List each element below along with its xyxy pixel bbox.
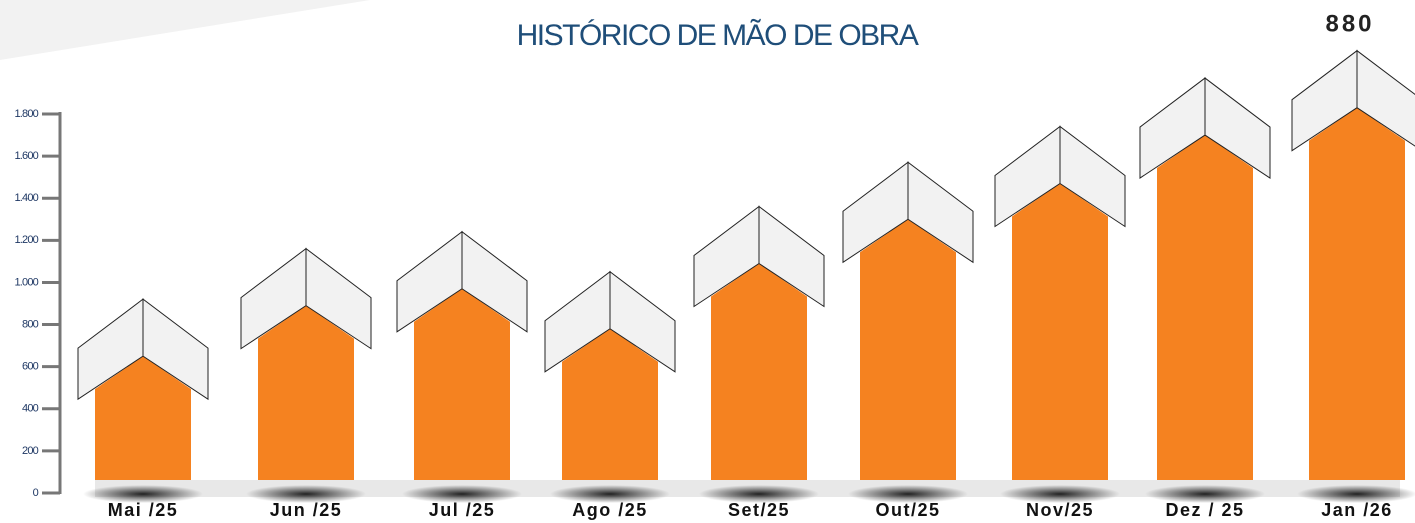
y-tick-label: 1.600 — [14, 150, 38, 162]
y-tick-label: 1.200 — [14, 234, 38, 246]
x-tick-label: Set/25 — [728, 500, 790, 520]
x-tick-label: Nov/25 — [1026, 500, 1094, 520]
y-tick-label: 600 — [22, 361, 39, 373]
x-tick-label: Jul /25 — [429, 500, 496, 520]
chart: HISTÓRICO DE MÃO DE OBRA 880 0 200 400 600 8… — [0, 0, 1415, 523]
y-tick-label: 200 — [22, 445, 39, 457]
x-tick-label: Dez / 25 — [1165, 500, 1244, 520]
x-tick-label: Mai /25 — [108, 500, 179, 520]
bar — [1012, 183, 1108, 480]
y-tick-label: 1.000 — [14, 276, 38, 288]
y-tick-label: 0 — [33, 487, 39, 499]
x-tick-label: Jan /26 — [1321, 500, 1393, 520]
chart-title: HISTÓRICO DE MÃO DE OBRA — [517, 18, 919, 52]
x-tick-label: Ago /25 — [572, 500, 648, 520]
bar — [414, 289, 510, 480]
bar — [1157, 135, 1253, 480]
bar — [860, 219, 956, 480]
bar — [711, 263, 807, 480]
annotation: 880 — [1325, 10, 1374, 37]
corner-decoration — [0, 0, 370, 60]
y-tick-label: 400 — [22, 403, 39, 415]
y-tick-label: 800 — [22, 318, 39, 330]
y-tick-label: 1.800 — [14, 108, 38, 120]
y-tick-label: 1.400 — [14, 192, 38, 204]
x-tick-label: Out/25 — [875, 500, 940, 520]
x-tick-label: Jun /25 — [270, 500, 343, 520]
bar — [258, 306, 354, 480]
bar — [1309, 108, 1405, 480]
